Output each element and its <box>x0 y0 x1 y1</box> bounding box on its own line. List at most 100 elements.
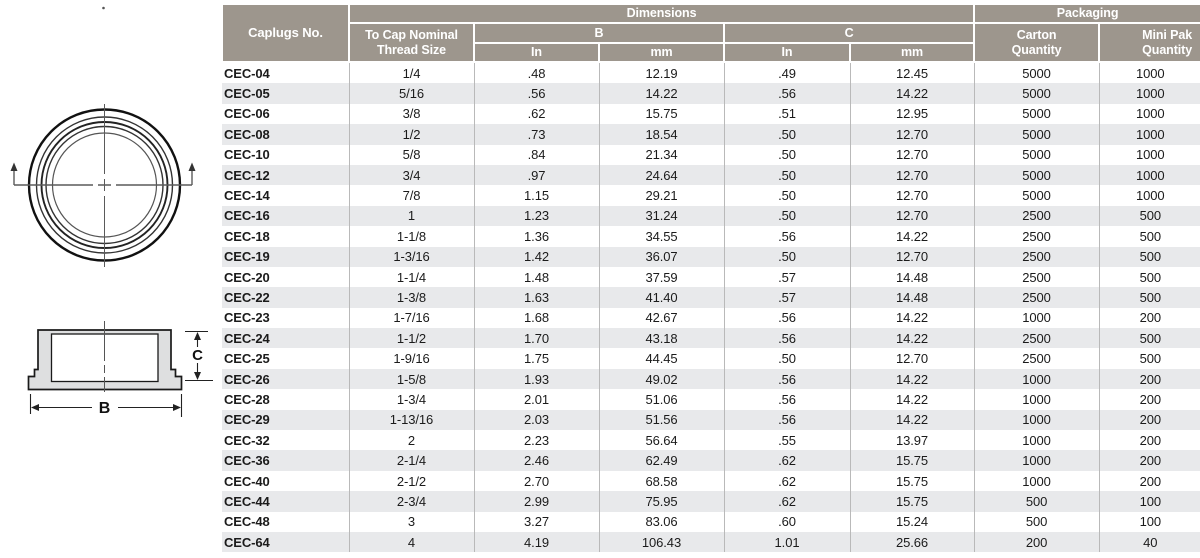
table-row: CEC-64 4 4.19 106.43 1.01 25.66 200 40 <box>222 531 1200 553</box>
value-cell: 14.22 <box>849 328 975 349</box>
value-cell: .56 <box>723 368 850 390</box>
value-cell: 2-1/4 <box>348 450 474 471</box>
cap-side-view: C B <box>27 321 213 417</box>
caplugs-no-cell: CEC-14 <box>224 188 270 204</box>
value-cell: 1-1/2 <box>348 328 474 349</box>
value-cell: 14.22 <box>849 83 975 104</box>
caplugs-no-cell: CEC-29 <box>224 412 270 428</box>
table-row: CEC-40 2-1/2 2.70 68.58.62 15.75 1000 200 <box>222 470 1200 492</box>
value-cell: 3/4 <box>348 164 474 186</box>
table-row: CEC-18 1-1/8 1.36 34.55.56 14.22 2500 500 <box>222 226 1200 247</box>
value-cell: 1000 <box>973 409 1100 431</box>
value-cell: 37.59 <box>598 266 724 288</box>
value-cell: 100 <box>1098 511 1200 532</box>
caplugs-no-cell: CEC-24 <box>224 330 270 346</box>
value-cell: 1-9/16 <box>348 348 474 369</box>
value-cell: 1000 <box>1098 103 1200 125</box>
value-cell: 1.42 <box>473 246 599 267</box>
value-cell: 18.54 <box>598 124 724 145</box>
value-cell: 200 <box>1098 450 1200 471</box>
value-cell: .50 <box>723 164 850 186</box>
value-cell: 4.19 <box>473 531 599 553</box>
value-cell: 29.21 <box>598 185 724 206</box>
table-row: CEC-48 3 3.27 83.06.60 15.24 500 100 <box>222 511 1200 532</box>
value-cell: 1-7/16 <box>348 307 474 329</box>
value-cell: 5000 <box>973 124 1100 145</box>
header-carton-quantity: Carton Quantity <box>973 22 1101 63</box>
value-cell: 1000 <box>1098 144 1200 165</box>
value-cell: 1.48 <box>473 266 599 288</box>
value-cell: 1-3/16 <box>348 246 474 267</box>
value-cell: 12.45 <box>849 62 975 84</box>
table-row: CEC-36 2-1/4 2.46 62.49.62 15.75 1000 200 <box>222 450 1200 471</box>
value-cell: 200 <box>1098 470 1200 492</box>
caplugs-no-cell: CEC-08 <box>224 126 270 142</box>
table-row: CEC-22 1-3/8 1.63 41.40.57 14.48 2500 500 <box>222 287 1200 308</box>
dimension-label-c: C <box>192 347 203 364</box>
value-cell: 3.27 <box>473 511 599 532</box>
spec-table-container: Caplugs No. Dimensions Packaging To Cap … <box>221 3 1200 553</box>
value-cell: 1-1/8 <box>348 226 474 247</box>
value-cell: 15.75 <box>849 470 975 492</box>
caplugs-no-cell: CEC-19 <box>224 249 270 265</box>
table-row: CEC-08 1/2.73 18.54.50 12.70 5000 1000 <box>222 124 1200 145</box>
value-cell: 12.70 <box>849 348 975 369</box>
table-row: CEC-12 3/4.97 24.64.50 12.70 5000 1000 <box>222 164 1200 186</box>
header-b-in: In <box>473 42 600 63</box>
value-cell: 2.70 <box>473 470 599 492</box>
caplugs-no-cell: CEC-36 <box>224 453 270 469</box>
value-cell: 500 <box>1098 328 1200 349</box>
value-cell: 1 <box>348 205 474 227</box>
value-cell: 25.66 <box>849 531 975 553</box>
value-cell: 14.22 <box>598 83 724 104</box>
value-cell: 500 <box>1098 246 1200 267</box>
value-cell: .50 <box>723 348 850 369</box>
value-cell: 7/8 <box>348 185 474 206</box>
value-cell: 200 <box>1098 409 1200 431</box>
value-cell: 2.99 <box>473 491 599 512</box>
value-cell: 2500 <box>973 287 1100 308</box>
header-c-mm: mm <box>848 42 976 63</box>
value-cell: 1.63 <box>473 287 599 308</box>
value-cell: .50 <box>723 246 850 267</box>
dimension-label-b: B <box>99 400 111 417</box>
value-cell: 3 <box>348 511 474 532</box>
value-cell: 1-3/8 <box>348 287 474 308</box>
header-b: B <box>473 22 725 44</box>
value-cell: .50 <box>723 205 850 227</box>
caplugs-no-cell: CEC-04 <box>224 65 270 81</box>
value-cell: 2500 <box>973 246 1100 267</box>
value-cell: 14.22 <box>849 389 975 410</box>
value-cell: .56 <box>723 409 850 431</box>
caplugs-no-cell: CEC-32 <box>224 432 270 448</box>
value-cell: 500 <box>1098 266 1200 288</box>
table-row: CEC-29 1-13/16 2.03 51.56.56 14.22 1000 200 <box>222 409 1200 431</box>
value-cell: 12.70 <box>849 164 975 186</box>
value-cell: 15.75 <box>598 103 724 125</box>
value-cell: 106.43 <box>598 531 724 553</box>
value-cell: .84 <box>473 144 599 165</box>
section-arrow-left <box>10 162 18 171</box>
value-cell: 500 <box>973 511 1100 532</box>
value-cell: 200 <box>973 531 1100 553</box>
value-cell: 1000 <box>973 307 1100 329</box>
caplugs-no-cell: CEC-23 <box>224 310 270 326</box>
value-cell: 44.45 <box>598 348 724 369</box>
value-cell: 15.24 <box>849 511 975 532</box>
caplugs-no-cell: CEC-48 <box>224 514 270 530</box>
value-cell: 12.70 <box>849 205 975 227</box>
value-cell: .57 <box>723 287 850 308</box>
header-dimensions: Dimensions <box>347 3 976 24</box>
table-row: CEC-26 1-5/8 1.93 49.02.56 14.22 1000 200 <box>222 368 1200 390</box>
value-cell: 1-13/16 <box>348 409 474 431</box>
table-row: CEC-28 1-3/4 2.01 51.06.56 14.22 1000 200 <box>222 389 1200 410</box>
value-cell: 500 <box>973 491 1100 512</box>
value-cell: 24.64 <box>598 164 724 186</box>
value-cell: 1000 <box>973 430 1100 451</box>
value-cell: 12.70 <box>849 246 975 267</box>
value-cell: .48 <box>473 62 599 84</box>
reference-dot <box>102 6 105 10</box>
value-cell: 2 <box>348 430 474 451</box>
value-cell: .50 <box>723 185 850 206</box>
caplugs-no-cell: CEC-10 <box>224 147 270 163</box>
